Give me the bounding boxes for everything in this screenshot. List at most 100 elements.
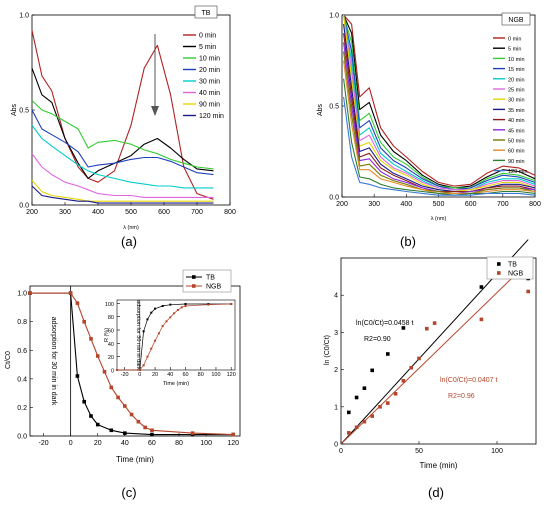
y-axis-label: Abs [317, 103, 324, 116]
panel-b: 200 300 400 500 600 700 800 0.0 0.5 1.0 NGB Abs λ (n… [317, 13, 541, 223]
y-tick-label: 0.4 [17, 376, 27, 383]
data-point [143, 425, 147, 430]
inset-data-point [150, 347, 153, 350]
x-tick-label: 50 [415, 448, 423, 455]
data-point [190, 431, 195, 435]
x-tick-label: 200 [26, 209, 38, 216]
x-tick-label: 700 [191, 209, 203, 216]
data-point [68, 291, 73, 295]
series-line-35-min [343, 24, 536, 193]
x-tick-label: 300 [59, 209, 71, 216]
title-box [501, 12, 531, 26]
legend-marker [497, 271, 501, 275]
x-tick-label: 60 [182, 372, 188, 378]
data-point [129, 412, 134, 417]
legend-label: 45 min [508, 128, 525, 134]
data-point [116, 395, 120, 400]
x-tick-label: 700 [497, 201, 509, 208]
legend-label: 5 min [199, 44, 216, 51]
x-tick-label: 400 [400, 201, 412, 208]
inset-series-NGB [117, 303, 232, 371]
legend-marker [192, 284, 196, 288]
y-tick-label: 4 [334, 293, 338, 300]
data-point [95, 422, 100, 427]
legend-label: 20 min [508, 77, 525, 83]
y-tick-label: 3 [334, 330, 338, 337]
arrow-head [151, 106, 159, 116]
data-point [479, 317, 484, 322]
data-point [231, 432, 236, 437]
data-point [354, 395, 359, 400]
legend-label: 35 min [508, 108, 525, 114]
series-line-5-min [31, 68, 214, 179]
legend-label: 10 min [199, 56, 220, 63]
y-tick-label: 1.0 [19, 13, 29, 20]
plot-frame [29, 285, 241, 437]
series-line-90-min [31, 179, 214, 202]
legend-label: 90 min [508, 159, 525, 165]
x-tick-label: 400 [92, 209, 104, 216]
tb-fit-r2: R2=0.90 [364, 336, 391, 343]
legend-label: 120 min [199, 113, 224, 120]
x-tick-label: 60 [148, 440, 156, 447]
data-point [393, 391, 398, 396]
x-tick-label: 40 [121, 440, 129, 447]
data-point [347, 410, 351, 415]
inset-data-point [154, 339, 157, 342]
y-tick-label: 1.0 [17, 291, 27, 298]
legend-label: 0 min [199, 33, 216, 40]
series-line-5-min [343, 14, 536, 189]
legend-label: 120 min [508, 169, 528, 175]
inset-data-point [150, 311, 153, 314]
series-line-120-min [343, 96, 536, 196]
inset-chart: -20 0 20 40 60 80 100 120 0 20 40 60 80 100 adsorption… [104, 299, 236, 387]
x-tick-label: 100 [200, 440, 212, 447]
data-point [28, 291, 32, 295]
legend-label: 10 min [508, 57, 525, 63]
data-point [95, 354, 100, 358]
inset-data-point [180, 306, 183, 309]
title-box [194, 5, 218, 19]
inset-y-label: R (%) [104, 328, 110, 342]
caption-a: (a) [121, 234, 137, 249]
x-tick-label: 600 [465, 201, 477, 208]
x-axis-label: Time (min) [420, 461, 458, 470]
data-point [354, 425, 359, 430]
y-axis-label: Ct/C0 [5, 351, 12, 369]
data-point [417, 356, 421, 361]
data-point [370, 368, 374, 373]
legend-label: TB [508, 262, 517, 269]
series-line-60-min [343, 60, 536, 194]
data-point [386, 352, 390, 356]
panel-a: 200 300 400 500 600 700 800 0.0 0.5 1.0 TB Abs λ (nm… [11, 5, 236, 231]
legend-label: 15 min [508, 67, 525, 73]
inset-data-point [154, 307, 157, 310]
caption-c: (c) [121, 485, 136, 500]
legend-label: NGB [508, 271, 524, 278]
data-point [89, 414, 93, 418]
chart-title: TB [202, 10, 211, 17]
ngb-fit-equation: ln(C0/Ct)=0.0407 t [440, 377, 497, 384]
legend-label: 0 min [508, 37, 521, 43]
legend-marker [497, 262, 501, 266]
chart-title: NGB [508, 17, 524, 24]
x-axis-label: λ (nm) [431, 216, 447, 222]
data-point [150, 428, 154, 433]
y-tick-label: 0.8 [17, 319, 27, 326]
x-tick-label: -20 [121, 372, 129, 378]
ngb-fit-r2: R2=0.96 [448, 393, 475, 400]
y-tick-label: 1.0 [329, 13, 339, 20]
y-tick-label: 0 [111, 369, 114, 375]
x-tick-label: 600 [158, 209, 170, 216]
series-line-30-min [343, 14, 536, 193]
series-line-10-min [343, 14, 536, 189]
x-tick-label: 0 [138, 372, 141, 378]
legend-label: 5 min [508, 47, 521, 53]
data-point [89, 337, 93, 341]
legend-label: 40 min [199, 90, 220, 97]
panel-c: -20 0 20 40 60 80 100 120 0.0 0.2 0.4 0.6 0.8 1.0 adso… [5, 269, 241, 464]
data-point [432, 321, 437, 325]
x-tick-label: 20 [94, 440, 102, 447]
x-axis-label: λ (nm) [123, 225, 139, 231]
